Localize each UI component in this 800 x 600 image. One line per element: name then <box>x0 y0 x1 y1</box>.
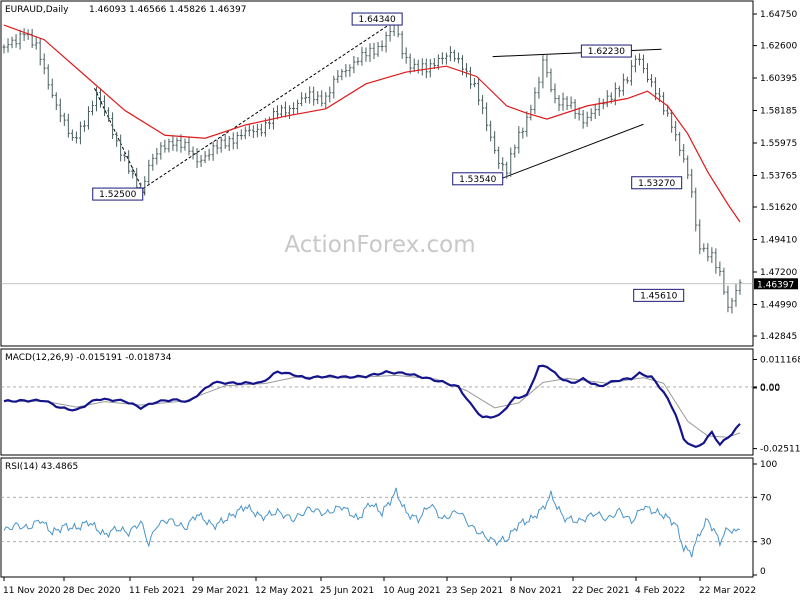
rsi-y-tick-label: 70 <box>760 493 772 503</box>
x-tick-label: 10 Aug 2021 <box>383 586 441 596</box>
x-tick-label: 4 Feb 2022 <box>635 586 685 596</box>
price-callout-box <box>452 172 504 186</box>
price-callout-label: 1.53270 <box>638 179 675 189</box>
price-y-tick-label: 1.44990 <box>760 300 797 310</box>
price-callout-label: 1.64340 <box>359 15 396 25</box>
x-tick-label: 28 Dec 2020 <box>63 586 121 596</box>
price-y-axis: 1.64750 1.62600 1.60395 1.58185 1.55975 1.537… <box>753 10 797 342</box>
current-price-box <box>754 278 798 290</box>
x-tick-label: 12 May 2021 <box>255 586 314 596</box>
x-axis: 11 Nov 2020 28 Dec 2020 11 Feb 2021 29 Mar … <box>3 577 756 596</box>
trendline <box>492 48 662 58</box>
price-callout-box <box>351 12 403 26</box>
macd-panel-frame <box>0 348 754 456</box>
rsi-level-lines <box>1 496 753 543</box>
price-panel-frame <box>0 0 754 347</box>
x-tick-label: 23 Sep 2021 <box>446 586 503 596</box>
price-y-tick-label: 1.60395 <box>760 74 797 84</box>
price-callout-label: 1.62230 <box>588 47 625 57</box>
macd-y-tick-label: 0.00 <box>760 383 780 393</box>
trendline <box>134 19 397 195</box>
macd-y-tick-label: -0.025117 <box>760 445 800 455</box>
rsi-y-tick-label: 30 <box>760 538 772 548</box>
price-y-tick-label: 1.55975 <box>760 139 797 149</box>
price-callout-label: 1.45610 <box>640 291 677 301</box>
price-y-tick-label: 1.53765 <box>760 171 797 181</box>
price-callouts: 1.52500 1.64340 1.53540 1.62230 1.53270 1.456… <box>92 12 685 302</box>
rsi-title: RSI(14) 43.4865 <box>5 462 78 472</box>
price-callout-box <box>580 44 632 58</box>
price-callout-box <box>631 176 683 190</box>
moving-average-line <box>3 24 741 223</box>
price-callout-label: 1.53540 <box>459 175 496 185</box>
rsi-line <box>3 487 741 558</box>
x-tick-label: 29 Mar 2021 <box>192 586 249 596</box>
x-tick-label: 22 Dec 2021 <box>572 586 630 596</box>
price-bars <box>2 17 742 314</box>
macd-title: MACD(12,26,9) -0.015191 -0.018734 <box>5 353 172 363</box>
price-y-tick-label: 1.51620 <box>760 203 797 213</box>
x-tick-label: 25 Jun 2021 <box>320 586 374 596</box>
price-callout-label: 1.52500 <box>99 190 136 200</box>
rsi-y-tick-label: 0 <box>760 567 766 577</box>
rsi-panel-frame <box>0 457 754 578</box>
price-y-tick-label: 1.42845 <box>760 332 797 342</box>
x-tick-label: 8 Nov 2021 <box>510 586 562 596</box>
macd-y-tick-label: 0.00 <box>760 384 780 394</box>
price-y-tick-label: 1.62600 <box>760 42 797 52</box>
current-price-tag: 1.46397 <box>754 278 798 290</box>
macd-line <box>3 364 741 449</box>
rsi-y-tick-label: 100 <box>760 460 777 470</box>
price-y-tick-label: 1.58185 <box>760 107 797 117</box>
price-y-tick-label: 1.64750 <box>760 10 797 20</box>
ohlc-values: 1.46093 1.46566 1.45826 1.46397 <box>89 5 246 15</box>
symbol-label: EURAUD,Daily <box>5 5 69 15</box>
rsi-panel: RSI(14) 43.4865 100 70 30 0 <box>0 457 777 578</box>
price-y-tick-label: 1.47200 <box>760 268 797 278</box>
macd-panel: MACD(12,26,9) -0.015191 -0.018734 0.0111… <box>0 348 800 456</box>
price-panel: ActionForex.com 1.52500 1.64340 1.53540 1.6… <box>0 0 798 347</box>
rsi-y-axis: 100 70 30 0 <box>753 460 777 577</box>
trendline <box>500 123 644 180</box>
price-callout-box <box>633 288 685 302</box>
x-tick-label: 22 Mar 2022 <box>699 586 756 596</box>
x-tick-label: 11 Feb 2021 <box>129 586 185 596</box>
price-callout-box <box>92 187 144 201</box>
macd-y-tick-label: 0.011168 <box>760 356 800 366</box>
watermark: ActionForex.com <box>284 232 475 258</box>
current-price-label: 1.46397 <box>757 280 794 290</box>
price-y-tick-label: 1.49410 <box>760 235 797 245</box>
x-tick-label: 11 Nov 2020 <box>3 586 61 596</box>
